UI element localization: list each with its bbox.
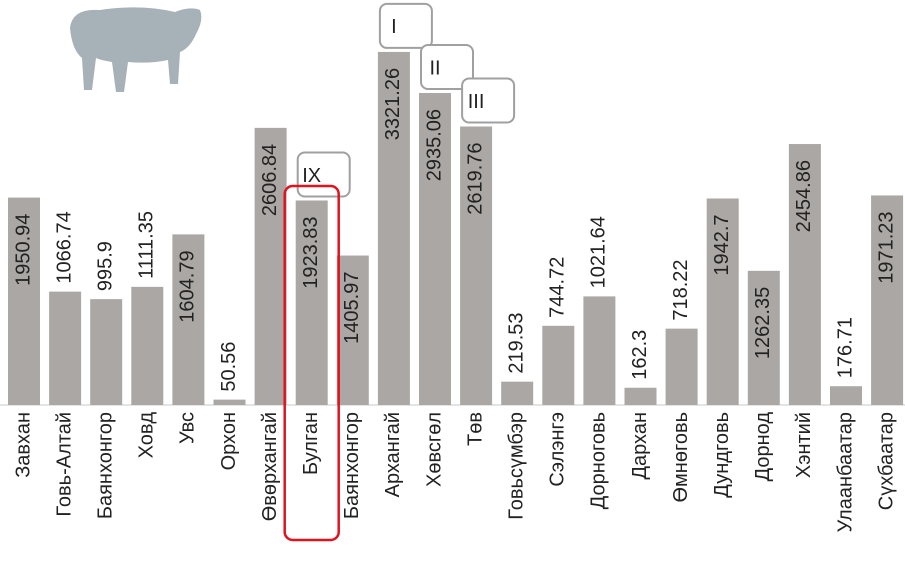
x-tick-label: Увс xyxy=(177,412,199,444)
value-label: 995.9 xyxy=(94,241,116,291)
rank-label: II xyxy=(429,57,440,79)
bar xyxy=(788,144,821,405)
value-label: 2619.76 xyxy=(464,143,486,215)
value-label: 50.56 xyxy=(218,342,240,392)
bar xyxy=(419,92,451,405)
x-tick-label: Улаанбаатар xyxy=(834,412,856,532)
bar xyxy=(747,270,780,405)
bar xyxy=(131,286,164,405)
value-label: 1262.35 xyxy=(752,287,774,359)
bar xyxy=(49,291,82,405)
bar xyxy=(295,200,328,405)
x-tick-label: Дундговь xyxy=(711,412,733,498)
value-label: 744.72 xyxy=(547,257,569,318)
x-tick-label: Дорноговь xyxy=(588,412,610,509)
value-label: 2935.06 xyxy=(423,109,445,181)
sheep-icon xyxy=(70,7,202,92)
rank-box xyxy=(378,2,433,49)
rank-box xyxy=(461,77,516,124)
value-label: 1923.83 xyxy=(300,216,322,288)
bar xyxy=(624,387,657,405)
x-tick-label: Орхон xyxy=(218,412,240,470)
value-label: 1111.35 xyxy=(136,211,158,279)
bar xyxy=(254,127,287,405)
x-tick-label: Булган xyxy=(300,412,322,475)
bar xyxy=(665,328,698,405)
value-label: 1405.97 xyxy=(341,272,363,344)
x-tick-label: Баянхонгор xyxy=(94,412,116,519)
bar xyxy=(830,386,862,405)
x-tick-label: Архангай xyxy=(382,412,404,497)
bar xyxy=(377,51,410,406)
x-tick-label: Баянхонгор xyxy=(341,412,363,519)
x-tick-label: Завхан xyxy=(12,412,34,478)
value-label: 718.22 xyxy=(670,259,692,320)
x-tick-label: Хөвсгөл xyxy=(423,412,445,487)
x-tick-label: Говь-Алтай xyxy=(53,412,75,517)
x-tick-label: Говьсүмбэр xyxy=(505,412,527,520)
x-tick-label: Төв xyxy=(464,412,486,446)
x-tick-label: Өвөрхангай xyxy=(259,412,281,521)
x-tick-label: Хэнтий xyxy=(793,412,815,478)
x-tick-label: Дорнод xyxy=(752,412,774,482)
bar xyxy=(460,126,493,405)
value-label: 1021.64 xyxy=(588,216,610,288)
value-label: 2606.84 xyxy=(259,144,281,216)
bar xyxy=(213,399,246,405)
x-tick-label: Сүхбаатар xyxy=(875,412,897,510)
bar xyxy=(583,296,616,405)
value-label: 1950.94 xyxy=(12,214,34,286)
rank-box xyxy=(420,43,474,90)
bar xyxy=(501,381,534,405)
bar xyxy=(542,325,575,405)
x-tick-label: Сэлэнгэ xyxy=(547,412,569,487)
x-tick-label: Өмнөговь xyxy=(670,412,692,503)
bar xyxy=(336,255,369,405)
x-tick-label: Ховд xyxy=(136,412,158,459)
value-label: 1066.74 xyxy=(53,211,75,283)
value-label: 1971.23 xyxy=(875,211,897,283)
bar xyxy=(706,198,739,405)
value-label: 2454.86 xyxy=(793,160,815,232)
bar xyxy=(871,195,904,405)
bar xyxy=(8,197,40,405)
bar xyxy=(90,299,123,405)
value-label: 219.53 xyxy=(505,312,527,373)
rank-label: III xyxy=(468,91,485,113)
value-label: 1942.7 xyxy=(711,214,733,275)
value-label: 162.3 xyxy=(629,330,651,380)
bar xyxy=(172,234,205,405)
value-label: 176.71 xyxy=(834,317,856,378)
x-tick-label: Дархан xyxy=(629,412,651,480)
value-label: 3321.26 xyxy=(382,68,404,140)
value-label: 1604.79 xyxy=(177,250,199,322)
highlight-box xyxy=(283,184,340,542)
rank-label: I xyxy=(391,16,397,38)
rank-label: IX xyxy=(302,165,321,187)
